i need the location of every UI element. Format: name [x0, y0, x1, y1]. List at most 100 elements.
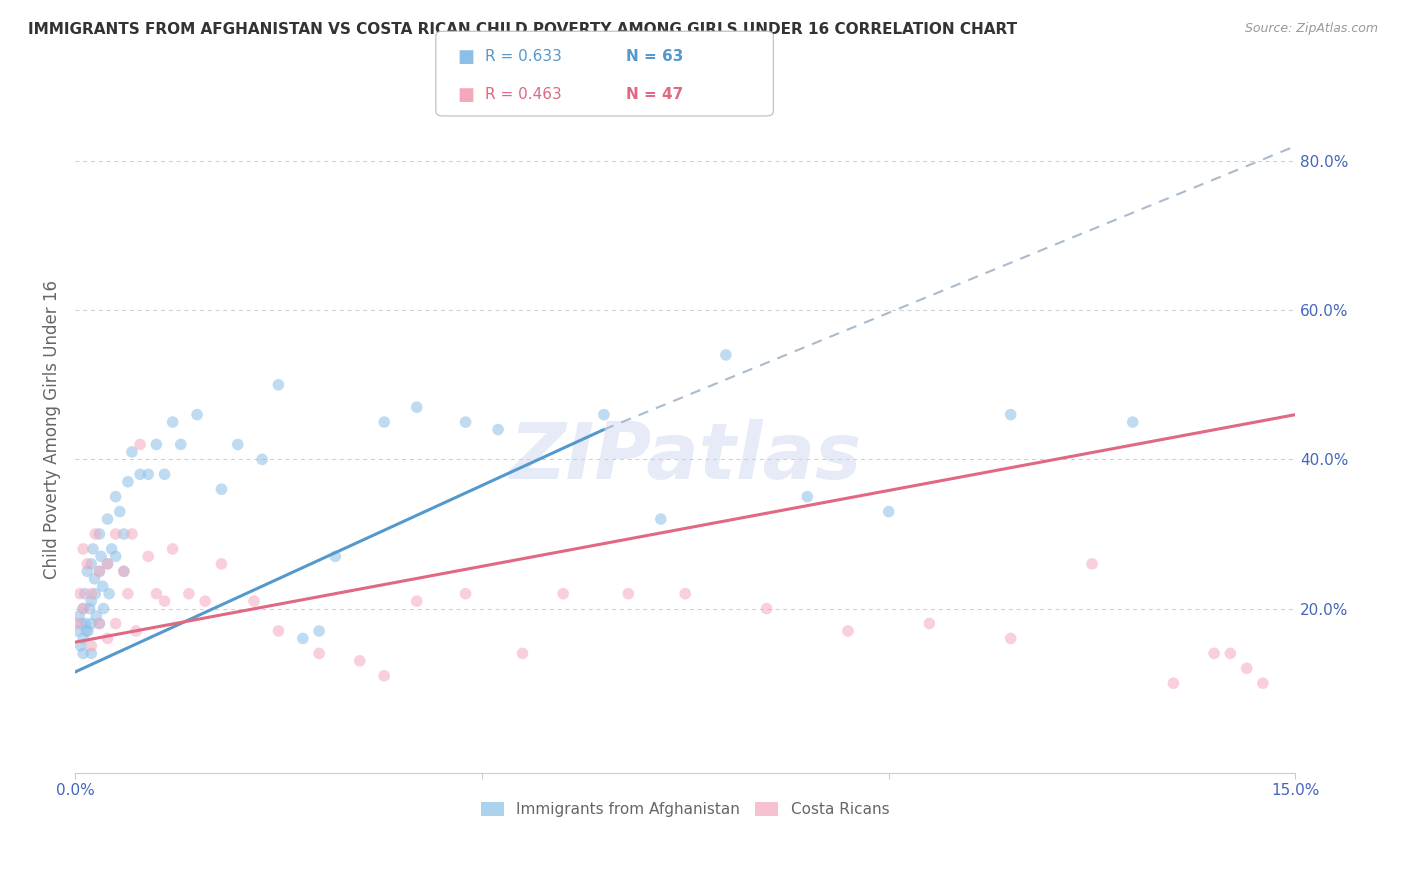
Point — [72, 541, 94, 556]
Point — [96, 557, 118, 571]
Point — [349, 654, 371, 668]
Point — [84, 609, 107, 624]
Point — [70, 616, 93, 631]
Point — [145, 437, 167, 451]
Point — [136, 549, 159, 564]
Point — [89, 564, 111, 578]
Text: IMMIGRANTS FROM AFGHANISTAN VS COSTA RICAN CHILD POVERTY AMONG GIRLS UNDER 16 CO: IMMIGRANTS FROM AFGHANISTAN VS COSTA RIC… — [28, 22, 1018, 37]
Point — [1000, 408, 1022, 422]
Point — [877, 505, 900, 519]
Point — [454, 587, 477, 601]
Point — [267, 624, 290, 638]
Point — [136, 467, 159, 482]
Point — [325, 549, 347, 564]
Point — [145, 587, 167, 601]
Point — [80, 594, 103, 608]
Point — [75, 616, 97, 631]
Point — [96, 557, 118, 571]
Text: N = 47: N = 47 — [626, 87, 683, 103]
Point — [76, 564, 98, 578]
Point — [79, 601, 101, 615]
Point — [121, 445, 143, 459]
Point — [796, 490, 818, 504]
Point — [211, 482, 233, 496]
Y-axis label: Child Poverty Among Girls Under 16: Child Poverty Among Girls Under 16 — [44, 280, 60, 579]
Point — [96, 632, 118, 646]
Point — [755, 601, 778, 615]
Point — [308, 646, 330, 660]
Point — [194, 594, 217, 608]
Point — [454, 415, 477, 429]
Point — [129, 437, 152, 451]
Point — [112, 564, 135, 578]
Point — [837, 624, 859, 638]
Point — [186, 408, 208, 422]
Point — [117, 475, 139, 489]
Point — [98, 587, 121, 601]
Point — [617, 587, 640, 601]
Point — [66, 616, 89, 631]
Point — [117, 587, 139, 601]
Point — [592, 408, 614, 422]
Point — [104, 527, 127, 541]
Point — [512, 646, 534, 660]
Point — [1000, 632, 1022, 646]
Point — [153, 467, 176, 482]
Point — [112, 527, 135, 541]
Point — [650, 512, 672, 526]
Point — [91, 579, 114, 593]
Text: Source: ZipAtlas.com: Source: ZipAtlas.com — [1244, 22, 1378, 36]
Point — [67, 609, 90, 624]
Point — [73, 587, 96, 601]
Point — [162, 415, 184, 429]
Text: R = 0.633: R = 0.633 — [485, 49, 562, 64]
Point — [104, 549, 127, 564]
Text: ■: ■ — [457, 48, 474, 66]
Point — [226, 437, 249, 451]
Point — [89, 527, 111, 541]
Point — [553, 587, 575, 601]
Point — [72, 601, 94, 615]
Point — [80, 646, 103, 660]
Point — [96, 512, 118, 526]
Point — [90, 549, 112, 564]
Point — [308, 624, 330, 638]
Point — [405, 594, 427, 608]
Point — [170, 437, 193, 451]
Point — [162, 541, 184, 556]
Point — [291, 632, 314, 646]
Point — [243, 594, 266, 608]
Point — [1204, 646, 1226, 660]
Point — [93, 601, 115, 615]
Point — [84, 527, 107, 541]
Point — [1219, 646, 1241, 660]
Point — [112, 564, 135, 578]
Text: ZIPatlas: ZIPatlas — [509, 419, 862, 495]
Point — [1163, 676, 1185, 690]
Point — [82, 541, 104, 556]
Point — [77, 624, 100, 638]
Point — [373, 669, 395, 683]
Point — [250, 452, 273, 467]
Point — [72, 601, 94, 615]
Text: N = 63: N = 63 — [626, 49, 683, 64]
Point — [80, 557, 103, 571]
Point — [153, 594, 176, 608]
Point — [89, 616, 111, 631]
Point — [1081, 557, 1104, 571]
Point — [121, 527, 143, 541]
Point — [486, 423, 509, 437]
Point — [80, 616, 103, 631]
Point — [918, 616, 941, 631]
Point — [72, 632, 94, 646]
Point — [373, 415, 395, 429]
Point — [267, 377, 290, 392]
Point — [69, 587, 91, 601]
Point — [673, 587, 696, 601]
Point — [1122, 415, 1144, 429]
Point — [211, 557, 233, 571]
Point — [1251, 676, 1274, 690]
Point — [89, 616, 111, 631]
Point — [75, 624, 97, 638]
Text: ■: ■ — [457, 86, 474, 103]
